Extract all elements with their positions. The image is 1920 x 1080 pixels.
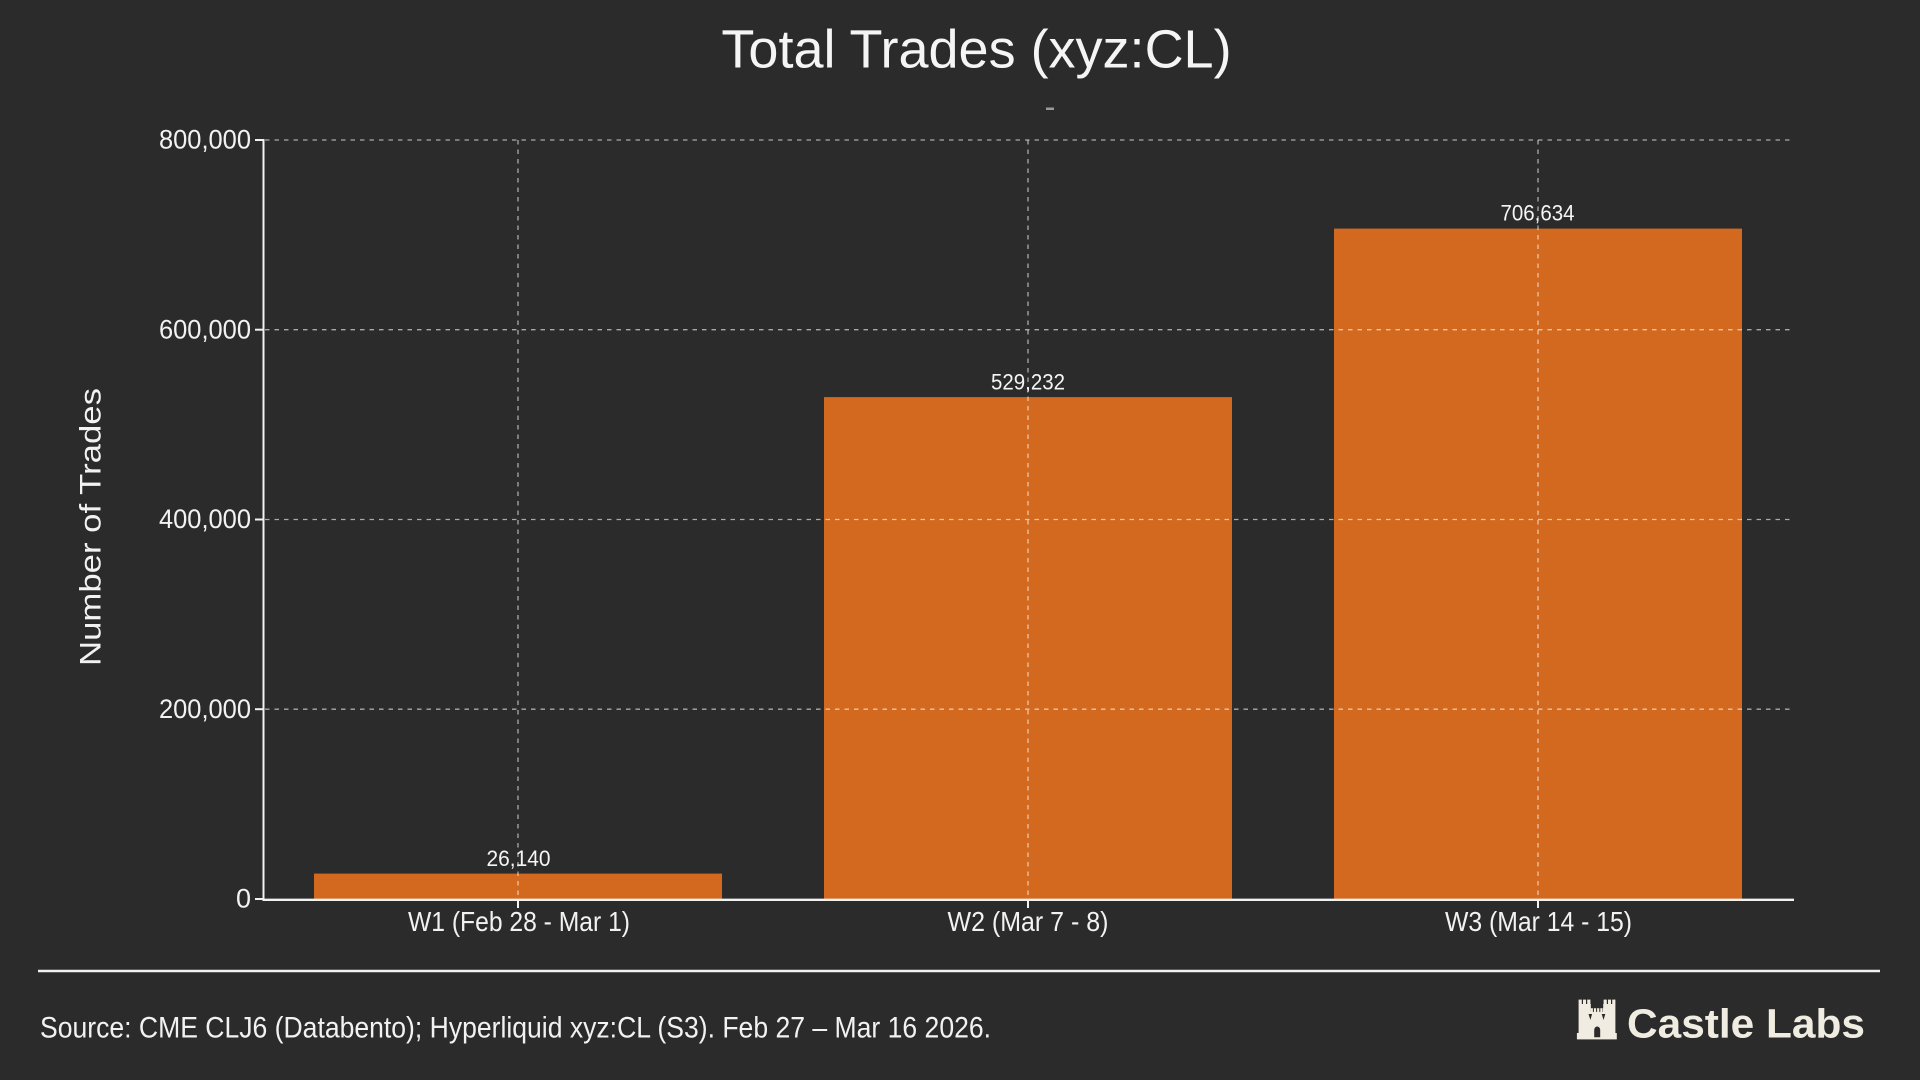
svg-text:600,000: 600,000	[159, 314, 251, 344]
svg-text:400,000: 400,000	[159, 504, 251, 534]
svg-text:706,634: 706,634	[1501, 200, 1575, 225]
svg-text:W2 (Mar 7 - 8): W2 (Mar 7 - 8)	[948, 906, 1109, 937]
svg-text:Source: CME CLJ6 (Databento);: Source: CME CLJ6 (Databento); Hyperliqui…	[40, 1011, 991, 1044]
svg-text:W3 (Mar 14 - 15): W3 (Mar 14 - 15)	[1445, 906, 1632, 937]
svg-text:200,000: 200,000	[159, 694, 251, 724]
svg-text:W1 (Feb 28 - Mar 1): W1 (Feb 28 - Mar 1)	[408, 906, 630, 937]
svg-text:Number of Trades: Number of Trades	[75, 388, 108, 666]
svg-text:26,140: 26,140	[487, 846, 551, 871]
svg-text:529,232: 529,232	[991, 369, 1065, 394]
svg-text:Total Trades (xyz:CL): Total Trades (xyz:CL)	[721, 20, 1231, 80]
svg-text:800,000: 800,000	[159, 125, 251, 155]
svg-text:Castle Labs: Castle Labs	[1627, 1001, 1865, 1047]
svg-text:0: 0	[236, 884, 251, 914]
